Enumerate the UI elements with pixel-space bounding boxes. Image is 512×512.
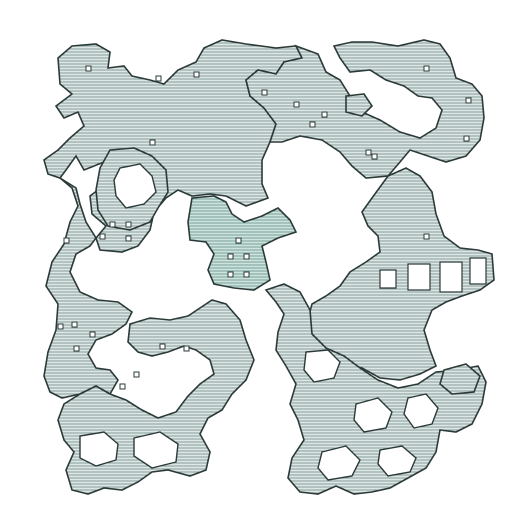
pillar bbox=[125, 235, 132, 242]
pillar bbox=[99, 233, 106, 240]
cave-wall-bottom-right bbox=[264, 283, 487, 495]
pillar bbox=[227, 253, 234, 260]
pillar bbox=[465, 97, 472, 104]
cave-wall-left bbox=[43, 177, 134, 399]
pillar bbox=[85, 65, 92, 72]
pillar bbox=[63, 237, 70, 244]
pillar bbox=[89, 331, 96, 338]
pillar bbox=[149, 139, 156, 146]
pillar bbox=[235, 237, 242, 244]
pillar bbox=[109, 221, 116, 228]
cave-pocket-7 bbox=[317, 445, 361, 481]
pillar bbox=[57, 323, 64, 330]
pillar bbox=[227, 271, 234, 278]
pillar bbox=[193, 71, 200, 78]
structure-block-2 bbox=[407, 263, 431, 291]
cave-island-2 bbox=[439, 363, 481, 395]
structure-block-1 bbox=[379, 269, 397, 289]
pillar bbox=[133, 371, 140, 378]
cave-island-1 bbox=[345, 93, 374, 117]
cave-pocket-6 bbox=[403, 393, 439, 429]
pillar bbox=[125, 221, 132, 228]
pillar bbox=[365, 149, 372, 156]
pillar bbox=[293, 101, 300, 108]
pillar bbox=[73, 345, 80, 352]
pillar bbox=[243, 253, 250, 260]
pillar bbox=[261, 89, 268, 96]
pillar bbox=[371, 153, 378, 160]
pillar bbox=[119, 383, 126, 390]
pillar bbox=[243, 271, 250, 278]
cave-pocket-2 bbox=[79, 431, 119, 467]
pillar bbox=[155, 75, 162, 82]
pillar bbox=[423, 65, 430, 72]
cave-pocket-4 bbox=[303, 349, 341, 383]
pillar bbox=[321, 111, 328, 118]
structure-block-3 bbox=[439, 261, 463, 293]
cave-pocket-5 bbox=[353, 397, 393, 433]
pillar bbox=[71, 321, 78, 328]
pillar bbox=[159, 343, 166, 350]
pillar bbox=[463, 135, 470, 142]
central-chamber bbox=[187, 195, 298, 291]
cave-wall-top-right bbox=[245, 39, 485, 179]
cave-pocket-8 bbox=[377, 445, 417, 477]
structure-block-4 bbox=[469, 257, 487, 285]
cave-pocket bbox=[113, 163, 157, 209]
pillar bbox=[183, 345, 190, 352]
pillar-markers bbox=[57, 65, 472, 390]
cave-pocket-3 bbox=[133, 431, 179, 469]
pillar bbox=[423, 233, 430, 240]
pillar bbox=[309, 121, 316, 128]
cave-wall-right bbox=[305, 167, 495, 381]
